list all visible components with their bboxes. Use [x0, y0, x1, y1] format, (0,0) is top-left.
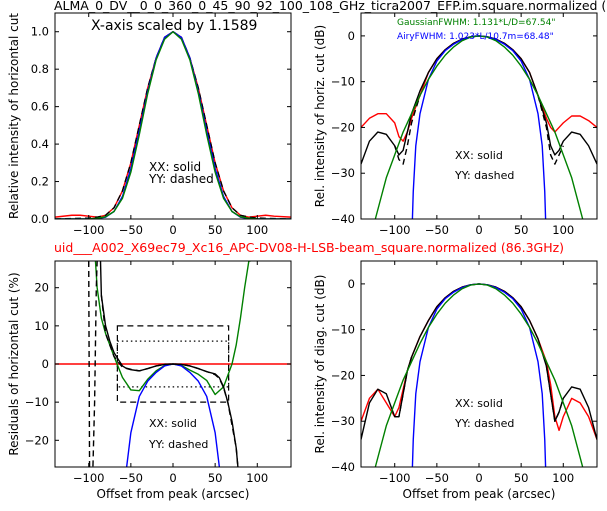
bottom-left-xtick-label: 50 [208, 471, 223, 485]
bottom-left-series-black-dashed-5 [100, 295, 239, 467]
top-right-legend-xx: XX: solid [455, 149, 503, 162]
top-left-legend-yy: YY: dashed [148, 172, 214, 186]
bottom-right-xtick-label: 100 [552, 471, 574, 485]
bottom-left-ytick-label: −20 [25, 433, 49, 447]
top-right-frame [360, 12, 598, 220]
bottom-left-xtick-label: 100 [246, 471, 268, 485]
top-right-series-black-solid-1 [361, 35, 597, 165]
top-left-ytick-label: 0.8 [31, 62, 49, 76]
bottom-right-ytick-label: −30 [331, 414, 355, 428]
bottom-figure-title: uid___A002_X69ec79_Xc16_APC-DV08-H-LSB-b… [54, 240, 564, 255]
top-right-fwhm-blue: AiryFWHM: 1.023*L/10.7m=68.48" [397, 32, 554, 42]
bottom-right-xtick-label: −100 [379, 471, 411, 485]
top-left-xtick-label: −50 [119, 223, 143, 237]
bottom-left-ytick-label: −10 [25, 395, 49, 409]
bottom-left-legend-xx: XX: solid [149, 417, 197, 430]
bottom-left-plot-area [55, 261, 291, 467]
top-right-series-green-solid-5 [374, 35, 584, 219]
bottom-right-ylabel: Rel. intensity of diag. cut (dB) [313, 275, 327, 454]
top-left-xtick-label: −100 [73, 223, 105, 237]
top-right-ytick-label: −40 [331, 212, 355, 226]
bottom-left-reference-box-dashed [116, 325, 230, 403]
bottom-right-ytick-label: −10 [331, 323, 355, 337]
top-right-ytick-label: −30 [331, 166, 355, 180]
bottom-right-legend-yy: YY: dashed [454, 417, 514, 430]
top-left-ytick-label: 0.4 [31, 137, 49, 151]
bottom-left-ytick-label: 0 [42, 357, 49, 371]
bottom-right-series-blue-solid-4 [411, 283, 547, 467]
bottom-left-series-green-solid-1 [94, 261, 251, 396]
bottom-right-series-black-dashed-3 [545, 366, 564, 422]
top-right-fwhm-green: GaussianFWHM: 1.131*L/D=67.54" [397, 18, 555, 28]
top-figure-title: ALMA_0_DV__0_0_360_0_45_90_92_100_108_GH… [54, 0, 606, 13]
bottom-right-ytick-label: 0 [348, 277, 355, 291]
top-left-series-blue-solid-2 [55, 31, 291, 219]
top-left-legend-xx: XX: solid [149, 160, 201, 174]
top-left-xtick-label: 100 [246, 223, 268, 237]
top-left-series-black-dashed-1 [55, 31, 291, 219]
top-left-ylabel: Relative intensity of horizontal cut [7, 13, 21, 219]
bottom-right-xtick-label: −50 [425, 471, 449, 485]
top-right-ytick-label: 0 [348, 29, 355, 43]
top-right-xtick-label: 50 [514, 223, 529, 237]
top-right-series-black-dashed-3 [537, 95, 564, 165]
bottom-right-ytick-label: −40 [331, 460, 355, 474]
top-right-xtick-label: −100 [379, 223, 411, 237]
top-left-frame [54, 12, 292, 220]
bottom-right-frame [360, 260, 598, 468]
top-left-xtick-label: 50 [208, 223, 223, 237]
bottom-right-plot-area [361, 283, 597, 467]
top-right-ytick-label: −20 [331, 120, 355, 134]
top-left-series-red-solid-0 [55, 31, 291, 218]
bottom-left-series-black-solid-3 [99, 261, 239, 467]
top-left-ytick-label: 1.0 [31, 25, 49, 39]
top-left-ytick-label: 0.2 [31, 175, 49, 189]
top-left-plot-area [55, 31, 291, 219]
bottom-left-xtick-label: 0 [169, 471, 176, 485]
top-right-ytick-label: −10 [331, 75, 355, 89]
top-right-xtick-label: 0 [475, 223, 482, 237]
top-right-xtick-label: −50 [425, 223, 449, 237]
bottom-right-legend-xx: XX: solid [455, 397, 503, 410]
bottom-left-xtick-label: −100 [73, 471, 105, 485]
top-right-series-black-dashed-2 [394, 95, 421, 165]
bottom-left-ytick-label: 10 [34, 319, 49, 333]
bottom-right-ytick-label: −20 [331, 368, 355, 382]
top-left-annotation: X-axis scaled by 1.1589 [91, 18, 257, 34]
panel-top-left: −100 −50 0 50 100 0.0 0.2 0.4 0.6 0.8 1.0 Relative … [7, 12, 292, 237]
top-left-ytick-label: 0.6 [31, 100, 49, 114]
top-left-xtick-label: 0 [169, 223, 176, 237]
top-right-legend-yy: YY: dashed [454, 169, 514, 182]
top-right-plot-area [361, 35, 597, 219]
bottom-left-xlabel: Offset from peak (arcsec) [97, 487, 250, 501]
bottom-right-xtick-label: 0 [475, 471, 482, 485]
bottom-left-xtick-label: −50 [119, 471, 143, 485]
bottom-left-ylabel: Residuals of horizontal cut (%) [7, 272, 21, 455]
top-left-ytick-label: 0.0 [31, 212, 49, 226]
top-right-xtick-label: 100 [552, 223, 574, 237]
bottom-left-reference-box-dotted [116, 340, 230, 388]
bottom-left-ytick-label: 20 [34, 281, 49, 295]
top-right-series-red-solid-0 [361, 35, 597, 142]
top-right-ylabel: Rel. intensity of horiz. cut (dB) [313, 25, 327, 207]
bottom-right-xtick-label: 50 [514, 471, 529, 485]
bottom-left-legend-yy: YY: dashed [148, 438, 208, 451]
top-left-series-green-solid-3 [55, 31, 291, 219]
bottom-right-xlabel: Offset from peak (arcsec) [403, 487, 556, 501]
top-right-series-blue-solid-4 [411, 35, 547, 219]
bottom-right-series-green-solid-5 [374, 283, 584, 467]
